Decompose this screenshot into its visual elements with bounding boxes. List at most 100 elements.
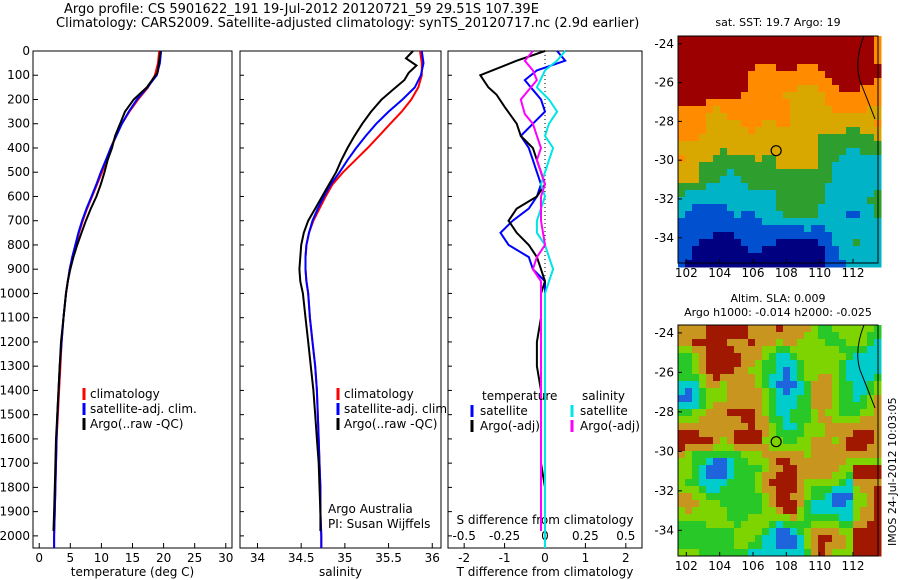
heatmap-cell (727, 528, 735, 536)
heatmap-cell (699, 444, 707, 452)
heatmap-cell (748, 374, 756, 382)
heatmap-cell (692, 78, 700, 86)
heatmap-cell (678, 339, 686, 347)
heatmap-cell (678, 528, 686, 536)
heatmap-cell (853, 127, 861, 135)
heatmap-cell (860, 493, 868, 501)
heatmap-cell (692, 113, 700, 121)
heatmap-cell (867, 451, 875, 459)
heatmap-cell (783, 232, 791, 240)
heatmap-cell (734, 43, 742, 51)
heatmap-cell (685, 535, 693, 543)
heatmap-cell (741, 78, 749, 86)
heatmap-cell (769, 514, 777, 522)
x-tick-label: 35.5 (375, 551, 402, 565)
heatmap-cell (846, 99, 854, 107)
heatmap-cell (748, 99, 756, 107)
heatmap-cell (748, 339, 756, 347)
heatmap-cell (706, 99, 714, 107)
heatmap-cell (692, 360, 700, 368)
heatmap-cell (678, 430, 686, 438)
heatmap-cell (867, 535, 875, 543)
heatmap-cell (692, 176, 700, 184)
heatmap-cell (706, 486, 714, 494)
heatmap-cell (776, 430, 784, 438)
heatmap-cell (797, 197, 805, 205)
x-tick-label: 36 (425, 551, 440, 565)
heatmap-cell (706, 479, 714, 487)
heatmap-cell (762, 528, 770, 536)
heatmap-cell (790, 43, 798, 51)
heatmap-cell (769, 85, 777, 93)
heatmap-cell (860, 120, 868, 128)
heatmap-cell (755, 325, 763, 333)
heatmap-cell (797, 211, 805, 219)
heatmap-cell (797, 176, 805, 184)
heatmap-cell (734, 514, 742, 522)
heatmap-cell (867, 367, 875, 375)
heatmap-cell (776, 183, 784, 191)
heatmap-cell (741, 521, 749, 529)
heatmap-cell (860, 246, 868, 254)
heatmap-cell (846, 50, 854, 58)
heatmap-cell (825, 57, 833, 65)
heatmap-cell (797, 239, 805, 247)
heatmap-cell (727, 458, 735, 466)
heatmap-cell (860, 542, 868, 550)
heatmap-cell (867, 71, 875, 79)
heatmap-cell (797, 346, 805, 354)
heatmap-cell (860, 57, 868, 65)
heatmap-cell (783, 113, 791, 121)
heatmap-cell (804, 381, 812, 389)
heatmap-cell (720, 346, 728, 354)
heatmap-cell (776, 176, 784, 184)
heatmap-cell (720, 353, 728, 361)
heatmap-cell (797, 141, 805, 149)
heatmap-cell (804, 148, 812, 156)
heatmap-cell (783, 120, 791, 128)
heatmap-cell (853, 190, 861, 198)
heatmap-cell (839, 218, 847, 226)
heatmap-cell (734, 402, 742, 410)
heatmap-cell (685, 507, 693, 515)
heatmap-cell (755, 127, 763, 135)
heatmap-cell (804, 225, 812, 233)
heatmap-cell (797, 246, 805, 254)
heatmap-cell (713, 148, 721, 156)
heatmap-cells (678, 325, 882, 557)
heatmap-cell (804, 246, 812, 254)
heatmap-cell (741, 141, 749, 149)
heatmap-cell (867, 458, 875, 466)
heatmap-cell (685, 479, 693, 487)
heatmap-cell (713, 120, 721, 128)
heatmap-cell (727, 106, 735, 114)
heatmap-cell (699, 437, 707, 445)
heatmap-cell (846, 479, 854, 487)
heatmap-cell (755, 99, 763, 107)
heatmap-cell (720, 402, 728, 410)
heatmap-cell (853, 528, 861, 536)
heatmap-cell (776, 155, 784, 163)
heatmap-cell (776, 374, 784, 382)
heatmap-cell (860, 190, 868, 198)
heatmap-cell (762, 197, 770, 205)
heatmap-cell (727, 162, 735, 170)
heatmap-cell (804, 162, 812, 170)
heatmap-cell (860, 155, 868, 163)
heatmap-cell (678, 50, 686, 58)
heatmap-cell (797, 332, 805, 340)
heatmap-cell (867, 409, 875, 417)
heatmap-cell (839, 78, 847, 86)
heatmap-cell (839, 85, 847, 93)
heatmap-cell (741, 113, 749, 121)
heatmap-cell (755, 134, 763, 142)
heatmap-cell (853, 106, 861, 114)
heatmap-cell (692, 183, 700, 191)
heatmap-cell (811, 493, 819, 501)
y-tick-label: 700 (7, 214, 30, 228)
heatmap-cell (860, 521, 868, 529)
heatmap-cell (846, 260, 854, 268)
heatmap-cell (713, 409, 721, 417)
heatmap-cell (685, 106, 693, 114)
heatmap-cell (769, 183, 777, 191)
